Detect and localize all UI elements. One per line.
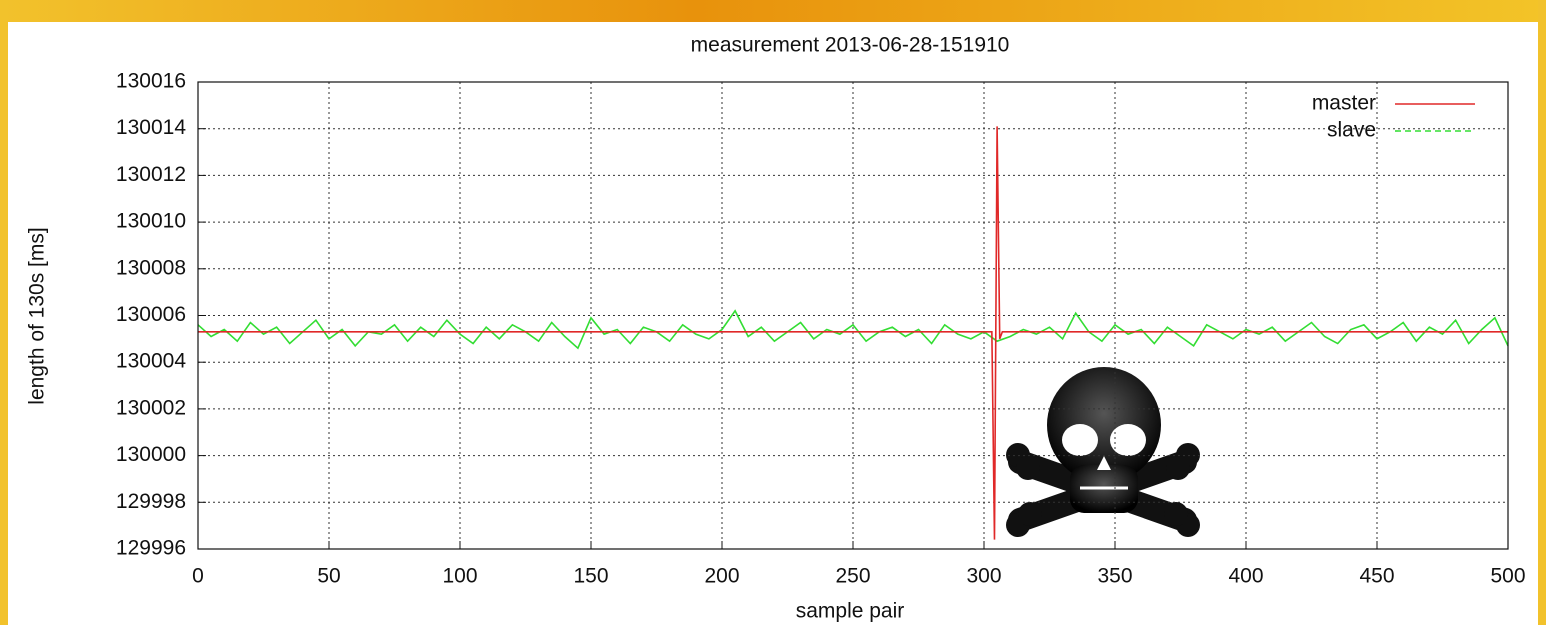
legend-label: master: [1312, 92, 1376, 115]
x-tick-label: 150: [573, 565, 608, 588]
plot-frame: [197, 81, 1509, 550]
y-tick-label: 129998: [116, 490, 186, 513]
y-tick-label: 130006: [116, 303, 186, 326]
x-tick-label: 250: [835, 565, 870, 588]
y-tick-label: 130014: [116, 116, 186, 139]
legend-label: slave: [1327, 119, 1376, 142]
x-tick-label: 100: [442, 565, 477, 588]
x-axis-label: sample pair: [796, 600, 905, 623]
x-tick-label: 450: [1359, 565, 1394, 588]
x-tick-label: 350: [1097, 565, 1132, 588]
slide-top-bar: [0, 0, 1546, 22]
y-tick-label: 130012: [116, 163, 186, 186]
skull-icon: [1006, 367, 1200, 537]
y-tick-label: 130004: [116, 350, 186, 373]
series-line: [198, 126, 1508, 540]
slide-right-bar: [1538, 0, 1546, 625]
y-tick-label: 130000: [116, 443, 186, 466]
slide-left-bar: [0, 0, 8, 625]
x-tick-label: 200: [704, 565, 739, 588]
x-tick-label: 500: [1490, 565, 1525, 588]
x-tick-label: 400: [1228, 565, 1263, 588]
y-tick-label: 129996: [116, 537, 186, 560]
x-tick-label: 300: [966, 565, 1001, 588]
x-tick-label: 50: [317, 565, 340, 588]
y-tick-label: 130016: [116, 70, 186, 93]
y-tick-label: 130008: [116, 256, 186, 279]
y-tick-label: 130010: [116, 210, 186, 233]
y-axis-label: length of 130s [ms]: [26, 227, 49, 404]
y-tick-label: 130002: [116, 396, 186, 419]
x-tick-label: 0: [192, 565, 204, 588]
chart-title: measurement 2013-06-28-151910: [691, 34, 1010, 57]
